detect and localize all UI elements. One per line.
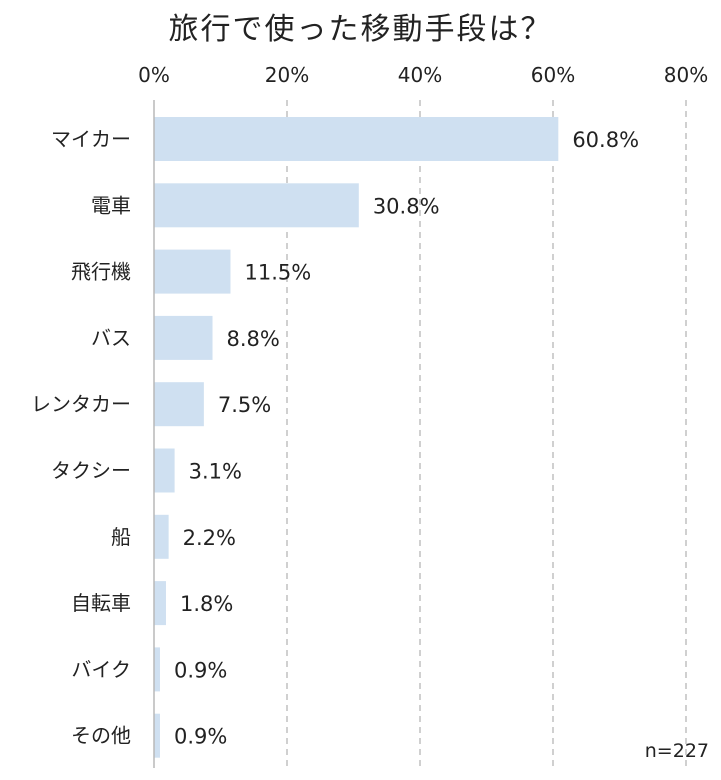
bar-6	[154, 514, 169, 559]
data-label: 0.9%	[174, 725, 227, 749]
x-tick-label: 40%	[398, 63, 442, 87]
category-label: 電車	[91, 193, 131, 217]
category-label: タクシー	[51, 459, 131, 483]
bar-7	[154, 581, 166, 626]
x-tick-label: 0%	[138, 63, 170, 87]
data-label: 2.2%	[183, 526, 236, 550]
bar-layer	[154, 117, 559, 758]
chart-title: 旅行で使った移動手段は？	[168, 12, 553, 47]
bar-2	[154, 249, 231, 294]
bar-9	[154, 713, 160, 758]
x-tick-label: 80%	[664, 63, 708, 87]
data-label: 0.9%	[174, 658, 227, 682]
data-label: 8.8%	[227, 327, 280, 351]
x-tick-label: 60%	[531, 63, 575, 87]
category-label: 船	[111, 525, 131, 549]
bar-8	[154, 647, 160, 692]
sample-size-note: n=227	[644, 740, 709, 762]
data-label: 1.8%	[180, 592, 233, 616]
data-label: 3.1%	[189, 460, 242, 484]
bar-0	[154, 117, 559, 161]
bar-1	[154, 183, 359, 228]
category-label: 自転車	[71, 591, 131, 615]
category-label: 飛行機	[71, 260, 131, 284]
data-label: 30.8%	[373, 194, 440, 218]
category-label: その他	[71, 724, 131, 748]
bar-5	[154, 448, 175, 493]
data-label: 60.8%	[572, 128, 639, 152]
bar-4	[154, 382, 204, 427]
category-label: バス	[91, 326, 131, 350]
x-tick-label: 20%	[265, 63, 309, 87]
axis-layer: 0% 20% 40% 60% 80%	[138, 63, 708, 768]
data-label: 11.5%	[244, 261, 311, 285]
category-label: バイク	[71, 657, 131, 681]
category-label: マイカー	[51, 127, 131, 151]
label-layer: マイカー 60.8% 電車 30.8% 飛行機 11.5% バス 8.8% レンタカー 7.5% タ…	[31, 127, 639, 749]
category-label: レンタカー	[31, 392, 131, 416]
data-label: 7.5%	[218, 393, 271, 417]
bar-3	[154, 315, 213, 360]
